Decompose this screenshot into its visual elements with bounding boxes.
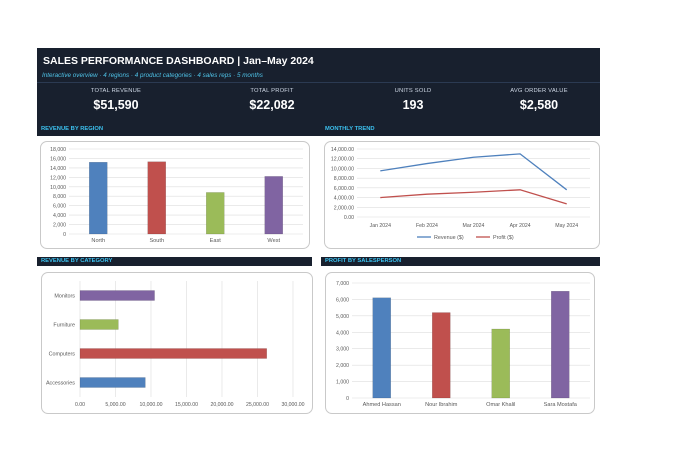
x-tick-label: 10,000.00: [139, 402, 162, 408]
x-tick-label: Nour Ibrahim: [425, 402, 458, 408]
y-tick-label: 1,000: [336, 380, 349, 386]
y-tick-label: 2,000.00: [334, 205, 354, 211]
revenue-by-region-chart: 0 2,000 4,000 6,000 8,000 10,000 12,000 14,000 1…: [50, 147, 303, 244]
y-tick-label: 10,000: [50, 185, 66, 191]
y-tick-label: 6,000: [53, 204, 66, 210]
x-tick-label: South: [149, 238, 164, 244]
x-tick-label: Sara Mostafa: [544, 402, 578, 408]
bar: [79, 290, 155, 301]
kpi-total-revenue: TOTAL REVENUE $51,590: [51, 88, 181, 112]
x-tick-label: 15,000.00: [175, 402, 198, 408]
y-tick-label: 10,000.00: [331, 166, 354, 172]
y-tick-label: 2,000: [336, 363, 349, 369]
series-line: [380, 153, 568, 191]
kpi-label: TOTAL PROFIT: [250, 88, 294, 94]
section-revenue-by-region: REVENUE BY REGION: [37, 125, 312, 134]
section-title: PROFIT BY SALESPERSON: [325, 258, 402, 264]
y-tick-label: 4,000: [53, 213, 66, 219]
y-tick-label: 12,000: [50, 175, 66, 181]
y-tick-label: 0.00: [344, 215, 354, 221]
kpi-total-profit: TOTAL PROFIT $22,082: [207, 88, 337, 112]
section-profit-by-salesperson: PROFIT BY SALESPERSON: [321, 257, 600, 266]
x-tick-label: 30,000.00: [281, 402, 304, 408]
x-tick-label: Jan 2024: [370, 223, 391, 229]
section-title: MONTHLY TREND: [325, 126, 375, 132]
dashboard-header: SALES PERFORMANCE DASHBOARD | Jan–May 20…: [37, 48, 600, 136]
bar: [551, 291, 570, 399]
y-tick-label: Computers: [49, 352, 76, 358]
y-tick-label: Monitors: [54, 294, 75, 300]
y-tick-label: 3,000: [336, 347, 349, 353]
bar: [79, 348, 267, 359]
y-tick-label: 4,000.00: [334, 196, 354, 202]
x-tick-label: 5,000.00: [105, 402, 125, 408]
y-tick-label: 6,000.00: [334, 186, 354, 192]
x-tick-label: West: [267, 238, 280, 244]
bar: [79, 377, 146, 388]
kpi-value: 193: [402, 98, 424, 112]
y-tick-label: 7,000: [336, 281, 349, 287]
x-tick-label: North: [91, 238, 105, 244]
chart-panel-salesperson: 0 1,000 2,000 3,000 4,000 5,000 6,000 7,000 Ahme…: [325, 272, 595, 414]
dashboard-title: SALES PERFORMANCE DASHBOARD | Jan–May 20…: [43, 55, 314, 67]
chart-panel-region: 0 2,000 4,000 6,000 8,000 10,000 12,000 14,000 1…: [40, 141, 310, 249]
x-tick-label: Mar 2024: [463, 223, 485, 229]
y-tick-label: Accessories: [46, 381, 75, 387]
kpi-units-sold: UNITS SOLD 193: [348, 88, 478, 112]
section-title: REVENUE BY REGION: [41, 126, 104, 132]
bar: [432, 312, 451, 399]
bar: [89, 162, 108, 235]
y-tick-label: 4,000: [336, 330, 349, 336]
y-tick-label: 12,000.00: [331, 157, 354, 163]
bar: [79, 319, 119, 330]
x-tick-label: 20,000.00: [210, 402, 233, 408]
x-tick-label: 0.00: [75, 402, 85, 408]
x-tick-label: East: [210, 238, 222, 244]
section-monthly-trend: MONTHLY TREND: [321, 125, 600, 134]
kpi-value: $51,590: [93, 98, 139, 112]
y-tick-label: 2,000: [53, 223, 66, 229]
x-tick-label: 25,000.00: [246, 402, 269, 408]
bar: [206, 192, 225, 235]
kpi-avg-order-value: AVG ORDER VALUE $2,580: [474, 88, 604, 112]
dashboard-subtitle: Interactive overview · 4 regions · 4 pro…: [42, 72, 263, 79]
series-line: [380, 189, 567, 205]
section-revenue-by-category: REVENUE BY CATEGORY: [37, 257, 312, 266]
x-tick-label: Ahmed Hassan: [363, 402, 401, 408]
kpi-label: UNITS SOLD: [394, 88, 432, 94]
section-title: REVENUE BY CATEGORY: [41, 258, 113, 264]
kpi-value: $22,082: [249, 98, 295, 112]
header-divider: [37, 82, 600, 83]
kpi-label: AVG ORDER VALUE: [510, 88, 568, 94]
y-tick-label: 14,000.00: [331, 147, 354, 153]
kpi-label: TOTAL REVENUE: [90, 88, 142, 94]
bar: [264, 176, 283, 235]
revenue-by-category-chart: 0.00 5,000.00 10,000.00 15,000.00 20,000.00 2…: [46, 281, 305, 408]
chart-panel-category: 0.00 5,000.00 10,000.00 15,000.00 20,000.00 2…: [41, 272, 313, 414]
x-tick-label: Apr 2024: [510, 223, 531, 229]
chart-panel-trend: 0.00 2,000.00 4,000.00 6,000.00 8,000.00 10,0…: [324, 141, 600, 249]
legend-label: Profit ($): [493, 235, 514, 241]
y-tick-label: 8,000: [53, 194, 66, 200]
y-tick-label: 6,000: [336, 297, 349, 303]
y-tick-label: 0: [346, 396, 349, 402]
x-tick-label: Feb 2024: [416, 223, 438, 229]
bar: [147, 161, 166, 235]
y-tick-label: 5,000: [336, 314, 349, 320]
y-tick-label: 18,000: [50, 147, 66, 153]
y-tick-label: 14,000: [50, 166, 66, 172]
monthly-trend-chart: 0.00 2,000.00 4,000.00 6,000.00 8,000.00 10,0…: [331, 147, 590, 241]
x-tick-label: May 2024: [555, 223, 578, 229]
x-tick-label: Omar Khalil: [486, 402, 515, 408]
y-tick-label: 0: [63, 232, 66, 238]
y-tick-label: 16,000: [50, 156, 66, 162]
legend-label: Revenue ($): [434, 235, 464, 241]
bar: [491, 328, 510, 399]
profit-by-salesperson-chart: 0 1,000 2,000 3,000 4,000 5,000 6,000 7,000 Ahme…: [336, 281, 590, 408]
y-tick-label: 8,000.00: [334, 176, 354, 182]
bar: [372, 297, 391, 399]
y-tick-label: Furniture: [53, 323, 75, 329]
kpi-value: $2,580: [519, 98, 559, 112]
